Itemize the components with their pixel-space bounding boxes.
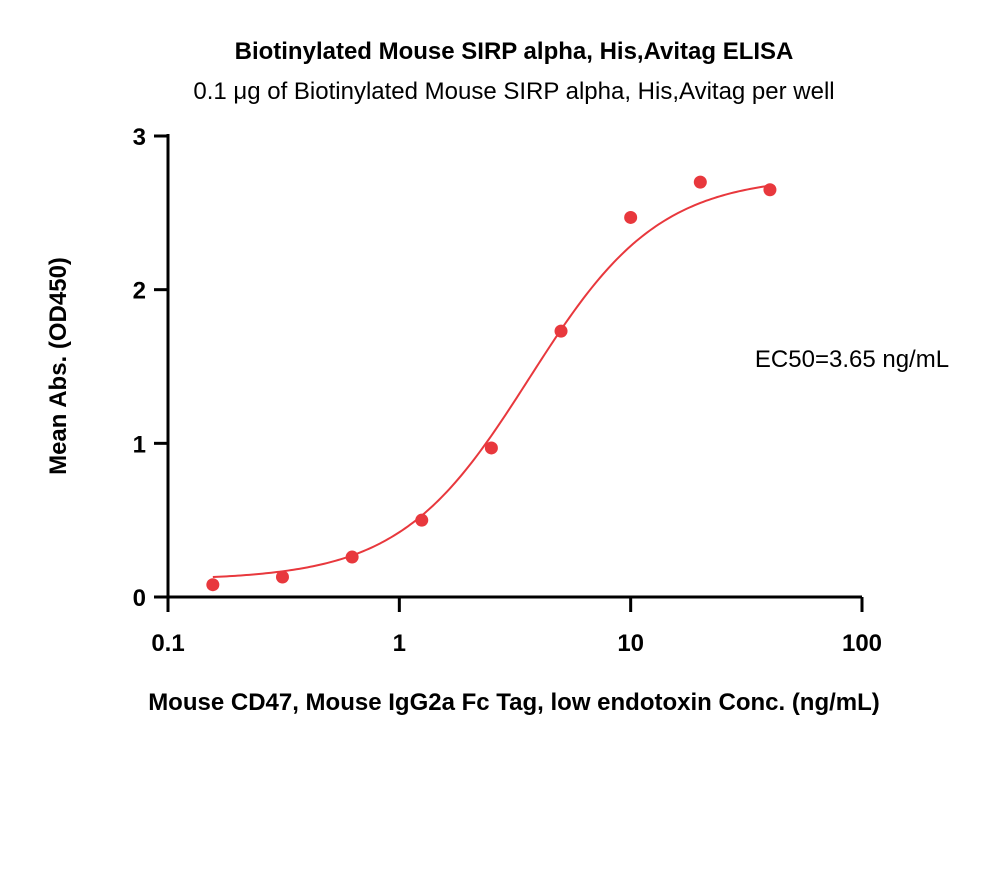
y-axis: 0 1 2 3 [133,124,170,612]
y-tick-label: 2 [133,278,146,305]
chart-title: Biotinylated Mouse SIRP alpha, His,Avita… [235,38,794,65]
y-ticks: 0 1 2 3 [133,124,168,612]
x-tick-label: 1 [393,630,406,657]
y-tick-label: 1 [133,431,146,458]
x-axis: 0.1 1 10 100 [151,595,882,657]
data-point [693,175,707,189]
y-tick-label: 3 [133,124,146,151]
x-tick-label: 100 [842,630,882,657]
data-point [484,441,498,455]
data-point [624,210,638,224]
data-point [206,578,220,592]
ec50-annotation: EC50=3.65 ng/mL [755,346,949,373]
data-points [206,175,777,592]
data-point [554,324,568,338]
y-axis-label: Mean Abs. (OD450) [45,257,72,475]
y-tick-label: 0 [133,585,146,612]
data-point [763,183,777,197]
x-tick-label: 10 [617,630,644,657]
chart-subtitle: 0.1 μg of Biotinylated Mouse SIRP alpha,… [193,78,834,105]
fit-curve [212,184,771,579]
x-axis-label: Mouse CD47, Mouse IgG2a Fc Tag, low endo… [148,689,880,716]
x-ticks: 0.1 1 10 100 [151,597,882,657]
data-point [345,550,359,564]
data-point [415,513,429,527]
x-tick-label: 0.1 [151,630,184,657]
data-point [275,570,289,584]
